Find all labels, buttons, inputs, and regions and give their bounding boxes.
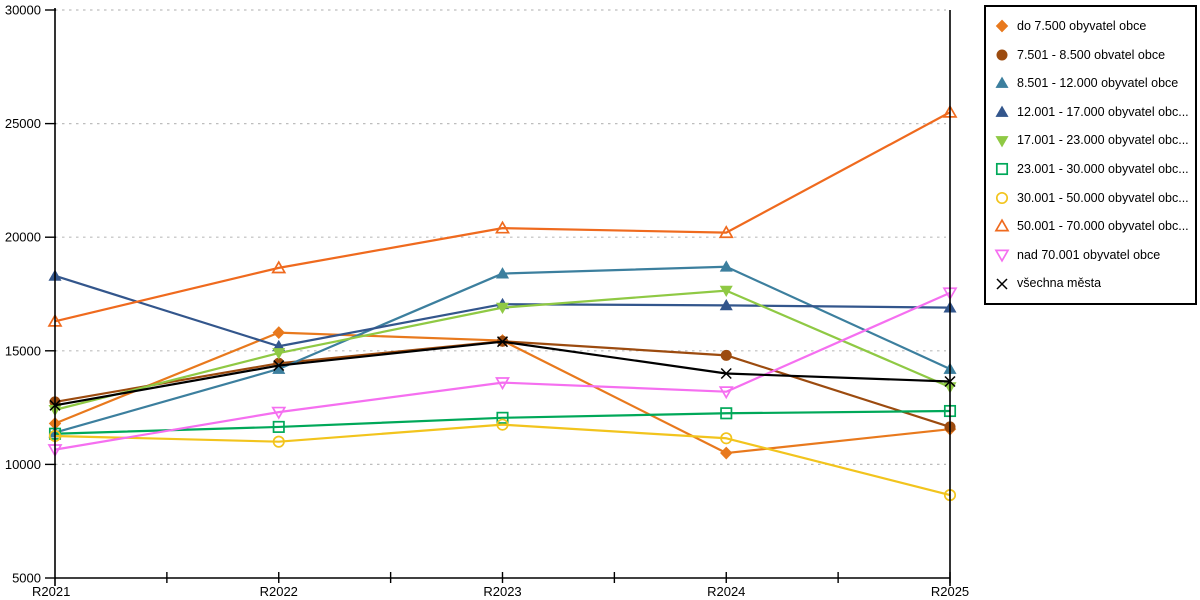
- triangle-up-legend-marker-icon: [995, 77, 1009, 89]
- triangle-down-marker-icon: [994, 249, 1010, 263]
- triangle-down-legend-marker-icon: [994, 249, 1010, 263]
- legend-item-label: všechna města: [1017, 277, 1102, 290]
- diamond-marker-icon: [995, 19, 1009, 33]
- legend-item-label: 17.001 - 23.000 obyvatel obc...: [1017, 134, 1189, 147]
- triangle-up-marker-icon: [995, 77, 1009, 89]
- legend-item-label: 8.501 - 12.000 obyvatel obce: [1017, 77, 1179, 90]
- triangle-up-marker-icon: [495, 267, 510, 279]
- triangle-down-marker-icon: [272, 348, 286, 360]
- square-marker-icon: [272, 420, 285, 433]
- x-legend-marker-icon: [996, 278, 1008, 290]
- square-marker-icon: [995, 163, 1009, 176]
- circle-marker-icon: [995, 191, 1009, 204]
- x-axis-tick-label: R2025: [931, 584, 969, 599]
- legend-item-0[interactable]: do 7.500 obyvatel obce: [994, 12, 1193, 41]
- triangle-down-marker-icon: [495, 377, 510, 391]
- y-axis-tick-label: 10000: [5, 457, 41, 472]
- square-marker-icon: [720, 407, 733, 420]
- chart-legend: do 7.500 obyvatel obce 7.501 - 8.500 obva…: [984, 5, 1197, 305]
- legend-item-label: 50.001 - 70.000 obyvatel obc...: [1017, 220, 1189, 233]
- triangle-up-legend-marker-icon: [994, 218, 1010, 232]
- circle-marker-icon: [720, 349, 732, 361]
- series-line: [54, 340, 951, 428]
- circle-marker-icon: [720, 432, 733, 445]
- x-axis-tick-label: R2021: [32, 584, 70, 599]
- x-axis-tick-label: R2024: [707, 584, 745, 599]
- diamond-marker-icon: [720, 446, 733, 460]
- legend-item-8[interactable]: nad 70.001 obyvatel obce: [994, 241, 1193, 270]
- triangle-up-legend-marker-icon: [995, 105, 1009, 117]
- legend-item-1[interactable]: 7.501 - 8.500 obvatel obce: [994, 41, 1193, 70]
- triangle-down-marker-icon: [719, 285, 733, 297]
- square-legend-marker-icon: [995, 163, 1009, 176]
- triangle-down-legend-marker-icon: [995, 135, 1009, 148]
- triangle-up-marker-icon: [995, 105, 1009, 117]
- series-line: [54, 409, 951, 435]
- diamond-marker-icon: [272, 326, 285, 340]
- legend-item-3[interactable]: 12.001 - 17.000 obyvatel obc...: [994, 98, 1193, 127]
- legend-item-label: nad 70.001 obyvatel obce: [1017, 248, 1161, 262]
- legend-item-label: 12.001 - 17.000 obyvatel obc...: [1017, 105, 1189, 119]
- x-axis-tick-label: R2022: [260, 584, 298, 599]
- square-marker-icon: [496, 411, 509, 424]
- series-2: [48, 260, 957, 438]
- x-marker-icon: [996, 278, 1008, 290]
- legend-item-2[interactable]: 8.501 - 12.000 obyvatel obce: [994, 69, 1193, 98]
- x-axis-tick-label: R2023: [483, 584, 521, 599]
- legend-item-9[interactable]: všechna města: [994, 269, 1193, 298]
- series-line: [54, 291, 951, 451]
- series-line: [54, 111, 951, 323]
- y-axis-tick-label: 5000: [12, 571, 41, 586]
- circle-legend-marker-icon: [996, 49, 1008, 61]
- triangle-down-marker-icon: [271, 406, 287, 420]
- series-6: [48, 418, 957, 502]
- triangle-up-marker-icon: [719, 260, 733, 272]
- y-axis-tick-label: 20000: [5, 230, 41, 245]
- series-line: [54, 265, 951, 434]
- x-marker-icon: [273, 360, 285, 372]
- triangle-up-marker-icon: [495, 220, 510, 234]
- y-axis-tick-label: 25000: [5, 116, 41, 131]
- legend-item-5[interactable]: 23.001 - 30.000 obyvatel obc...: [994, 155, 1193, 184]
- circle-legend-marker-icon: [995, 191, 1009, 204]
- series-5: [48, 404, 957, 440]
- circle-marker-icon: [996, 49, 1008, 61]
- triangle-down-marker-icon: [718, 386, 734, 400]
- legend-item-label: 7.501 - 8.500 obvatel obce: [1017, 48, 1166, 62]
- legend-item-label: 30.001 - 50.000 obyvatel obc...: [1017, 191, 1189, 205]
- triangle-up-marker-icon: [719, 298, 733, 311]
- circle-marker-icon: [496, 418, 509, 431]
- series-8: [47, 287, 958, 458]
- legend-item-label: 23.001 - 30.000 obyvatel obc...: [1017, 163, 1189, 176]
- triangle-up-marker-icon: [718, 225, 734, 239]
- x-marker-icon: [720, 367, 732, 380]
- legend-item-4[interactable]: 17.001 - 23.000 obyvatel obc...: [994, 126, 1193, 155]
- triangle-up-marker-icon: [994, 218, 1010, 232]
- series-7: [47, 104, 958, 327]
- y-axis-tick-label: 30000: [5, 3, 41, 18]
- y-axis-tick-label: 15000: [5, 343, 41, 358]
- legend-item-7[interactable]: 50.001 - 70.000 obyvatel obc...: [994, 212, 1193, 241]
- circle-marker-icon: [272, 435, 285, 448]
- legend-item-label: do 7.500 obyvatel obce: [1017, 20, 1147, 33]
- legend-item-6[interactable]: 30.001 - 50.000 obyvatel obc...: [994, 184, 1193, 213]
- triangle-down-marker-icon: [995, 135, 1009, 148]
- series-9: [49, 336, 956, 411]
- series-line: [54, 423, 951, 497]
- triangle-up-marker-icon: [271, 260, 287, 274]
- triangle-down-marker-icon: [495, 302, 510, 315]
- diamond-legend-marker-icon: [995, 19, 1009, 33]
- x-marker-icon: [496, 336, 509, 348]
